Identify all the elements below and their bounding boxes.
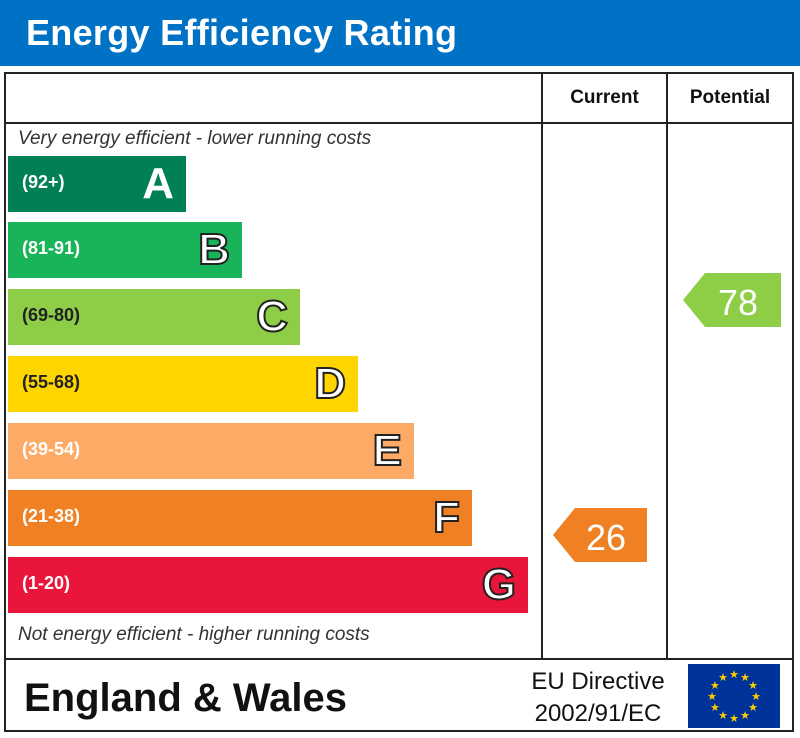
potential-column-header: Potential xyxy=(689,87,771,108)
eu-star-icon: ★ xyxy=(710,702,720,714)
eu-star-icon: ★ xyxy=(740,672,750,684)
band-range-label: (81-91) xyxy=(22,238,81,258)
eu-star-icon: ★ xyxy=(718,710,728,722)
band-range-label: (39-54) xyxy=(22,439,81,459)
eu-directive-number: 2002/91/EC xyxy=(534,700,662,727)
band-letter: F xyxy=(432,492,461,543)
bottom-caption: Not energy efficient - higher running co… xyxy=(18,624,370,645)
current-arrow-shape xyxy=(553,508,647,562)
current-rating-value: 26 xyxy=(585,517,627,558)
eu-star-icon: ★ xyxy=(751,691,761,703)
band-letter: E xyxy=(372,425,403,476)
eu-star-icon: ★ xyxy=(718,672,728,684)
potential-rating-arrow: 78 xyxy=(683,273,781,327)
title-bar: Energy Efficiency Rating xyxy=(0,0,800,66)
rating-band-g: (1-20) G xyxy=(8,557,528,613)
potential-arrow-shape xyxy=(683,273,781,327)
band-range-label: (21-38) xyxy=(22,506,81,526)
current-column-header: Current xyxy=(570,87,639,108)
rating-band-c: (69-80) C xyxy=(8,289,300,345)
band-range-label: (55-68) xyxy=(22,372,81,392)
band-letter: D xyxy=(313,358,347,409)
rating-band-b: (81-91) B xyxy=(8,222,242,278)
eu-star-icon: ★ xyxy=(729,713,739,725)
band-letter: B xyxy=(197,224,231,275)
rating-band-d: (55-68) D xyxy=(8,356,358,412)
eu-star-icon: ★ xyxy=(748,702,758,714)
potential-column-divider xyxy=(666,72,668,660)
eu-star-icon: ★ xyxy=(707,691,717,703)
potential-rating-value: 78 xyxy=(717,282,759,323)
band-range-label: (92+) xyxy=(22,172,65,192)
band-range-label: (1-20) xyxy=(22,573,71,593)
rating-band-f: (21-38) F xyxy=(8,490,472,546)
footer-divider xyxy=(4,658,794,660)
region-label: England & Wales xyxy=(24,676,348,720)
eu-directive-label: EU Directive xyxy=(531,668,665,695)
eu-star-icon: ★ xyxy=(729,669,739,681)
current-rating-arrow: 26 xyxy=(553,508,647,562)
current-column-divider xyxy=(541,72,543,660)
eu-star-icon: ★ xyxy=(710,680,720,692)
header-divider xyxy=(4,122,794,124)
band-letter: G xyxy=(481,559,517,610)
top-caption: Very energy efficient - lower running co… xyxy=(18,128,372,149)
band-letter: C xyxy=(255,291,289,342)
rating-table xyxy=(4,72,794,732)
band-letter: A xyxy=(142,159,174,208)
rating-band-a: (92+) A xyxy=(8,156,186,212)
eu-star-icon: ★ xyxy=(748,680,758,692)
band-range-label: (69-80) xyxy=(22,305,81,325)
rating-band-e: (39-54) E xyxy=(8,423,414,479)
page-title: Energy Efficiency Rating xyxy=(26,12,458,53)
eu-flag-icon: ★ ★ ★ ★ ★ ★ ★ ★ ★ ★ ★ ★ xyxy=(688,664,780,728)
eu-star-icon: ★ xyxy=(740,710,750,722)
